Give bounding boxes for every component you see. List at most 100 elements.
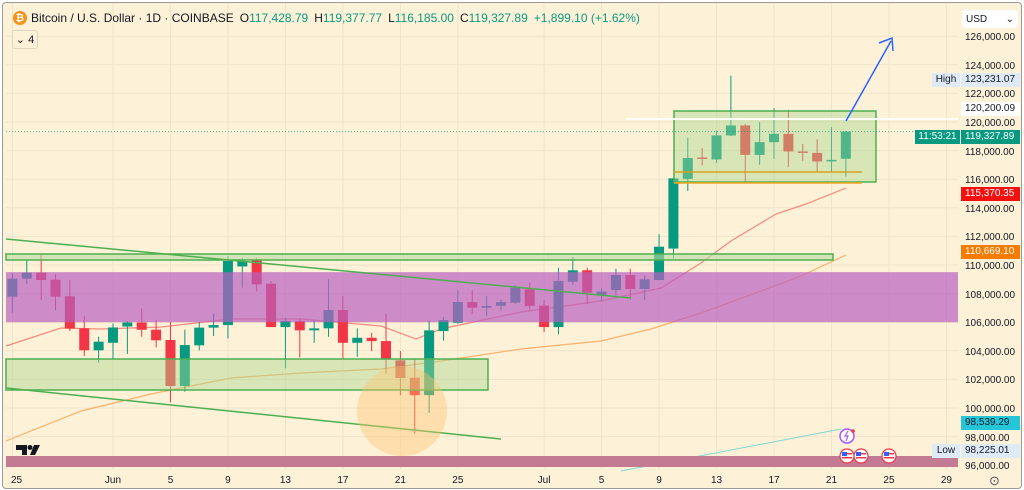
- open-value: 117,428.79: [249, 11, 309, 25]
- candle-body: [654, 246, 665, 281]
- price-tick-label: 96,000.00: [965, 461, 1010, 473]
- symbol-title[interactable]: Bitcoin / U.S. Dollar · 1D · COINBASE: [31, 11, 234, 25]
- candle-body: [381, 341, 392, 360]
- candle: [122, 321, 133, 355]
- time-tick-label: 13: [710, 475, 723, 486]
- candle-body: [797, 151, 808, 153]
- bar-countdown: 11:53:21: [915, 130, 960, 144]
- time-tick-label: 21: [825, 475, 838, 486]
- candle: [165, 321, 176, 403]
- notification-dot: [851, 429, 855, 433]
- candle-body: [337, 310, 348, 343]
- candle-body: [754, 142, 765, 155]
- candle-body: [165, 340, 176, 387]
- low-value: 116,185.00: [394, 11, 454, 25]
- price-tick-label: 112,000.00: [965, 232, 1015, 244]
- teal-line-label: 98,539.29: [961, 415, 1020, 430]
- ma-slow-label: 110,669.10: [961, 244, 1020, 259]
- time-tick-label: 17: [337, 475, 349, 486]
- candle: [309, 320, 320, 343]
- logo-shape: [16, 445, 27, 455]
- time-tick-label: 5: [167, 475, 174, 486]
- price-tick-label: 98,000.00: [965, 432, 1010, 444]
- logo-shape: [30, 445, 40, 455]
- flag-stripe: [842, 457, 852, 459]
- candle-body: [352, 337, 363, 343]
- close-key: C: [459, 11, 469, 25]
- candle-body: [711, 135, 722, 160]
- indicators-toggle-button[interactable]: ⌄ 4: [12, 30, 38, 49]
- projection-arrow: [845, 40, 892, 122]
- candle-body: [812, 152, 823, 162]
- candle-body: [682, 158, 693, 179]
- candle: [280, 318, 291, 369]
- candle-body: [438, 320, 449, 332]
- symbol-legend: ₿ Bitcoin / U.S. Dollar · 1D · COINBASE …: [13, 11, 640, 25]
- candle: [366, 332, 377, 352]
- candle: [797, 143, 808, 162]
- price-tick-label: 104,000.00: [965, 346, 1016, 358]
- candle: [826, 127, 837, 173]
- candle-body: [151, 329, 162, 341]
- time-tick-label: 25: [11, 475, 23, 486]
- candle: [107, 323, 118, 360]
- flag-stripe: [856, 457, 866, 459]
- candle-body: [366, 337, 377, 342]
- candle-body: [740, 125, 751, 155]
- price-tick-label: 100,000.00: [965, 404, 1016, 415]
- price-tick-label: 102,000.00: [965, 375, 1016, 387]
- price-chart[interactable]: [3, 3, 1021, 488]
- candle: [409, 359, 420, 434]
- time-tick-label: 13: [279, 475, 291, 486]
- candle-body: [179, 345, 190, 387]
- green-consolidation-box: [673, 110, 877, 183]
- price-tick-label: 114,000.00: [965, 203, 1015, 215]
- low-tag: Low: [932, 444, 960, 459]
- time-tick-label: 25: [452, 475, 464, 486]
- candle: [151, 320, 162, 348]
- candle-body: [826, 159, 837, 162]
- candle: [840, 130, 851, 177]
- high-price-label: 123,231.07: [961, 73, 1020, 87]
- price-tick-label: 120,000.00: [965, 117, 1016, 129]
- grid: [6, 3, 958, 469]
- currency-select[interactable]: USD ⌄: [962, 10, 1018, 28]
- candle-body: [280, 321, 291, 328]
- settings-gear-icon[interactable]: ⊙: [989, 473, 1000, 488]
- time-tick-label: 29: [940, 475, 952, 486]
- candle-body: [769, 133, 780, 143]
- high-tag: High: [932, 73, 960, 87]
- price-tick-label: 126,000.00: [965, 32, 1016, 44]
- candle-body: [79, 328, 90, 351]
- close-value: 119,327.89: [468, 11, 528, 25]
- chevron-down-icon: ⌄: [15, 34, 26, 46]
- candle-body: [697, 157, 708, 159]
- flag-canton: [884, 452, 889, 456]
- candle-body: [237, 261, 248, 267]
- candle-body: [668, 178, 679, 249]
- green-resistance-band: [5, 253, 834, 261]
- candle-body: [122, 322, 133, 327]
- candle: [79, 316, 90, 357]
- level-price-label: 120,200.09: [961, 101, 1020, 116]
- price-tick-label: 108,000.00: [965, 289, 1016, 301]
- drawings: [5, 36, 958, 467]
- flag-canton: [842, 452, 847, 456]
- candle-body: [208, 325, 219, 328]
- currency-value: USD: [966, 13, 988, 25]
- chevron-down-icon: ⌄: [1005, 13, 1014, 25]
- time-tick-label: 21: [394, 475, 406, 486]
- change-value: +1,899.10 (+1.62%): [533, 11, 640, 25]
- candle: [352, 328, 363, 357]
- lower-trend-line: [5, 387, 502, 440]
- green-support-box: [5, 358, 489, 391]
- price-tick-label: 118,000.00: [965, 146, 1015, 158]
- time-tick-label: 5: [598, 475, 605, 486]
- flag-stripe: [861, 453, 866, 455]
- candle: [697, 148, 708, 166]
- price-tick-label: 122,000.00: [965, 89, 1016, 101]
- logo-dot: [27, 445, 33, 450]
- time-tick-label: 17: [768, 475, 780, 486]
- candle-body: [194, 327, 205, 346]
